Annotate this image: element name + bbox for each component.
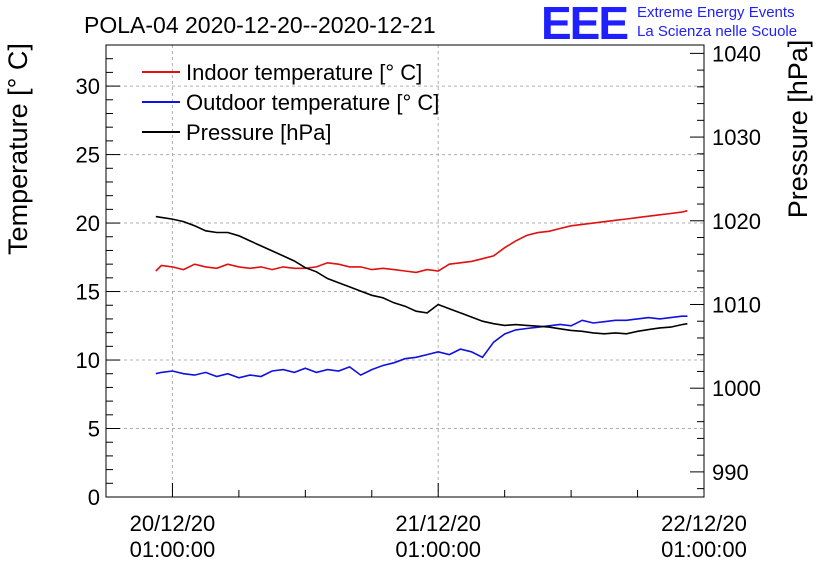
left-axis-label: Temperature [° C] bbox=[3, 43, 33, 255]
right-tick-label: 1020 bbox=[712, 209, 761, 234]
right-tick-label: 1010 bbox=[712, 292, 761, 317]
legend-label-1: Outdoor temperature [° C] bbox=[186, 90, 439, 115]
legend-label-0: Indoor temperature [° C] bbox=[186, 60, 422, 85]
left-tick-label: 15 bbox=[76, 280, 100, 305]
eee-logo-mark: EEE bbox=[541, 0, 629, 49]
left-tick-label: 10 bbox=[76, 348, 100, 373]
legend-label-2: Pressure [hPa] bbox=[186, 120, 332, 145]
left-tick-label: 0 bbox=[88, 485, 100, 510]
left-tick-label: 25 bbox=[76, 143, 100, 168]
x-tick-time-label: 01:00:00 bbox=[130, 537, 216, 562]
series-lines bbox=[155, 209, 688, 379]
legend: Indoor temperature [° C] Outdoor temperat… bbox=[142, 60, 439, 145]
grid-lines bbox=[106, 45, 705, 497]
right-tick-label: 1040 bbox=[712, 41, 761, 66]
x-axis-ticks: 20/12/2001:00:0021/12/2001:00:0022/12/20… bbox=[105, 483, 747, 562]
eee-logo-line2: La Scienza nelle Scuole bbox=[637, 23, 798, 40]
x-tick-time-label: 01:00:00 bbox=[395, 537, 481, 562]
left-tick-label: 20 bbox=[76, 211, 100, 236]
eee-logo-line1: Extreme Energy Events bbox=[637, 4, 795, 21]
x-tick-date-label: 20/12/20 bbox=[130, 511, 216, 536]
left-tick-label: 5 bbox=[88, 417, 100, 442]
series-line-2 bbox=[155, 215, 688, 335]
x-tick-time-label: 01:00:00 bbox=[661, 537, 747, 562]
chart-title: POLA-04 2020-12-20--2020-12-21 bbox=[84, 12, 436, 38]
left-axis-ticks: 0 5 10 15 20 25 30 bbox=[76, 44, 120, 510]
right-tick-label: 1030 bbox=[712, 125, 761, 150]
x-tick-date-label: 21/12/20 bbox=[395, 511, 481, 536]
right-axis-ticks: 990 1000 1010 1020 1030 1040 bbox=[690, 41, 761, 490]
x-tick-date-label: 22/12/20 bbox=[661, 511, 747, 536]
right-tick-label: 1000 bbox=[712, 376, 761, 401]
right-axis-label: Pressure [hPa] bbox=[783, 40, 813, 219]
left-tick-label: 30 bbox=[76, 74, 100, 99]
series-line-1 bbox=[155, 315, 688, 379]
series-line-0 bbox=[155, 209, 688, 274]
right-tick-label: 990 bbox=[712, 460, 749, 485]
